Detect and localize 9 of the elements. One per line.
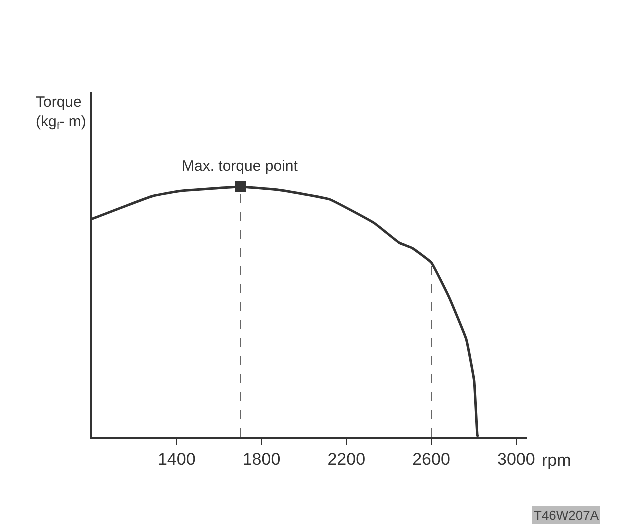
text: Max. torque point <box>182 158 299 175</box>
text: T46W207A <box>534 508 600 523</box>
x-tick-label: 3000 <box>497 450 536 470</box>
x-tick-label: 2600 <box>412 450 450 470</box>
x-axis-title: rpm <box>542 451 572 470</box>
x-tick-label: 1800 <box>242 450 281 470</box>
y-axis-title: Torque (kg$_{f}$- m) <box>36 94 86 133</box>
x-tick-label: 2200 <box>328 450 366 470</box>
x-tick-label: 1400 <box>158 450 196 470</box>
